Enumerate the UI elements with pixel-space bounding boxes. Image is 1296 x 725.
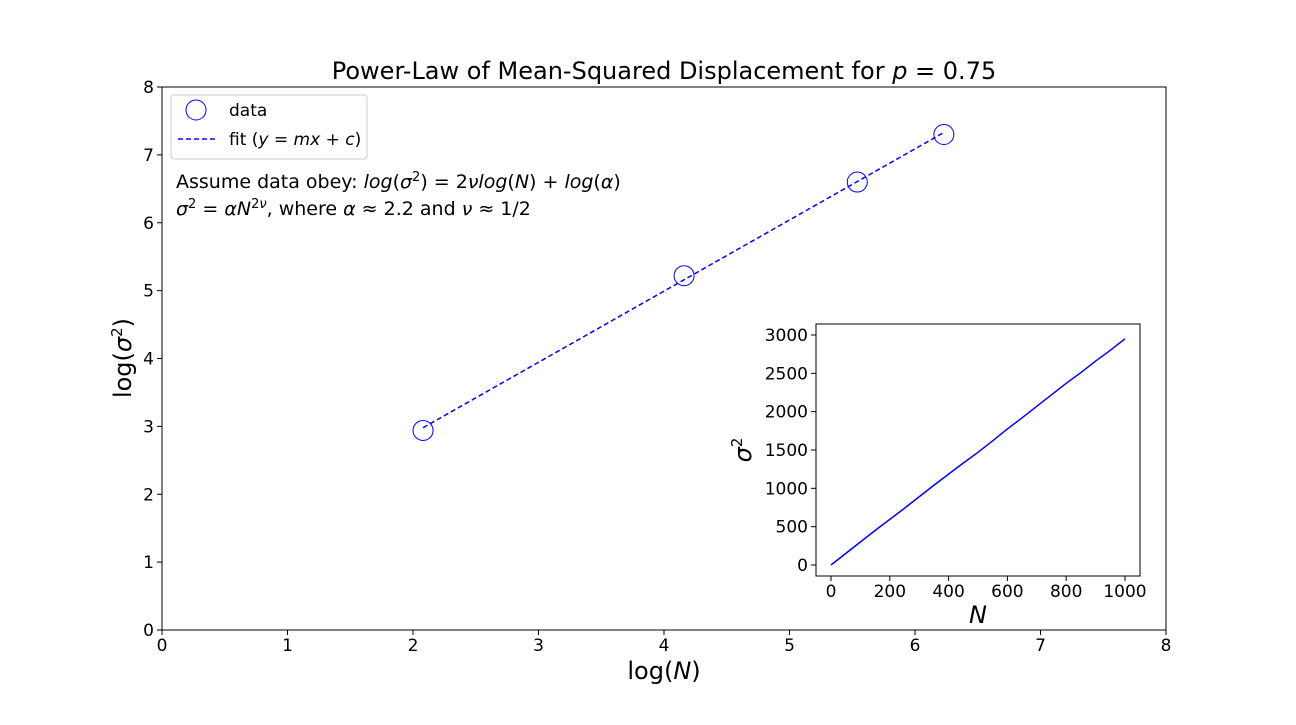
y-tick-label: 3 xyxy=(143,417,154,437)
x-tick-label: 2 xyxy=(408,636,419,656)
y-tick-label: 1 xyxy=(143,553,154,573)
x-tick-label: 8 xyxy=(1161,636,1172,656)
data-point xyxy=(673,265,695,287)
main-series xyxy=(412,124,955,441)
fit-line xyxy=(422,131,945,429)
y-tick-label: 0 xyxy=(143,621,154,641)
inset-x-tick-label: 600 xyxy=(991,582,1023,602)
x-tick-label: 6 xyxy=(910,636,921,656)
y-tick-label: 7 xyxy=(143,146,154,166)
legend-data-label: data xyxy=(229,101,267,121)
inset-x-tick-label: 200 xyxy=(874,582,906,602)
inset-ticks: 0 200 400 600 800 1000 0 500 1000 1500 2000 2500 300… xyxy=(765,326,1147,602)
title-text-part: Power-Law of Mean-Squared Displacement f… xyxy=(332,57,892,85)
inset-series xyxy=(830,338,1126,566)
y-tick-label: 5 xyxy=(143,282,154,302)
x-axis-title: log(N) xyxy=(627,657,700,685)
y-tick-label: 6 xyxy=(143,214,154,234)
x-tick-label: 5 xyxy=(784,636,795,656)
data-point xyxy=(846,171,868,193)
data-point xyxy=(412,419,434,441)
inset-y-tick-label: 2000 xyxy=(765,403,808,423)
inset-x-axis-title: N xyxy=(969,601,987,629)
inset-y-tick-label: 500 xyxy=(776,518,808,538)
x-tick-label: 1 xyxy=(282,636,293,656)
inset-x-tick-label: 400 xyxy=(932,582,964,602)
x-tick-label: 3 xyxy=(533,636,544,656)
annotation-line-2: σ2 = αN2ν, where α ≈ 2.2 and ν ≈ 1/2 xyxy=(176,197,531,221)
inset-y-axis-title: σ2 xyxy=(728,438,757,463)
inset-y-tick-label: 1000 xyxy=(765,479,808,499)
inset-x-tick-label: 800 xyxy=(1050,582,1082,602)
inset-x-tick-label: 0 xyxy=(826,582,837,602)
title-p-value: = 0.75 xyxy=(907,57,996,85)
x-tick-label: 4 xyxy=(659,636,670,656)
x-tick-label: 7 xyxy=(1035,636,1046,656)
inset-y-tick-label: 1500 xyxy=(765,441,808,461)
main-ticks: 0 1 2 3 4 5 6 7 8 0 1 2 3 4 5 6 7 8 xyxy=(143,78,1171,656)
data-point xyxy=(933,124,955,146)
legend-data-marker xyxy=(185,99,207,121)
y-tick-label: 4 xyxy=(143,350,154,370)
legend-fit-label: fit (y = mx + c) xyxy=(229,130,361,150)
inset-y-tick-label: 2500 xyxy=(765,364,808,384)
inset-x-tick-label: 1000 xyxy=(1103,582,1146,602)
chart-title: Power-Law of Mean-Squared Displacement f… xyxy=(332,57,996,85)
y-tick-label: 8 xyxy=(143,78,154,98)
inset-y-tick-label: 0 xyxy=(797,556,808,576)
title-p-symbol: p xyxy=(891,57,907,85)
inset-y-tick-label: 3000 xyxy=(765,326,808,346)
legend-box xyxy=(170,94,368,160)
x-tick-label: 0 xyxy=(157,636,168,656)
legend: data fit (y = mx + c) xyxy=(170,94,368,160)
y-tick-label: 2 xyxy=(143,485,154,505)
inset-series-line xyxy=(830,338,1126,566)
annotation-line-1: Assume data obey: log(σ2) = 2νlog(N) + l… xyxy=(176,170,621,194)
